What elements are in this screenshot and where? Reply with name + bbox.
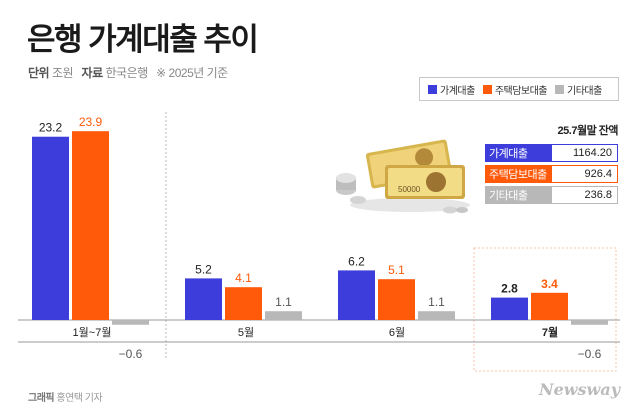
balance-label-mortgage: 주택담보대출: [486, 166, 552, 182]
category-label-2: 6월: [389, 326, 405, 339]
subtitle: 단위 조원 자료 한국은행 ※ 2025년 기준: [28, 64, 228, 81]
category-label-0: 1월~7월: [73, 326, 112, 339]
balance-value-household: 1164.20: [552, 145, 617, 161]
bar-other-2: [418, 311, 455, 320]
balance-label-other: 기타대출: [486, 187, 552, 203]
value-label-household-2: 6.2: [348, 254, 365, 268]
value-label-mortgage-3: 3.4: [541, 277, 558, 291]
value-label-household-0: 23.2: [39, 121, 63, 135]
bar-household-1: [185, 278, 222, 320]
svg-text:50000: 50000: [398, 185, 421, 194]
source: 한국은행: [105, 66, 148, 80]
legend-swatch-household: [428, 84, 437, 94]
highlight-box: [473, 247, 617, 372]
value-label-household-3: 2.8: [501, 282, 518, 296]
bar-mortgage-1: [225, 287, 262, 320]
legend-item-other: 기타대출: [555, 82, 602, 97]
note: ※ 2025년 기준: [156, 66, 228, 80]
bar-other-0: [112, 320, 149, 325]
value-label-other-0: −0.6: [119, 347, 143, 361]
coins-icon: [336, 173, 468, 214]
category-labels: 1월~7월 5월 6월 7월: [73, 325, 559, 339]
credit-name: 홍연택 기자: [56, 393, 103, 404]
legend: 가계대출 주택담보대출 기타대출: [419, 77, 619, 101]
balance-title: 25.7월말 잔액: [557, 125, 619, 137]
balance-value-mortgage: 926.4: [552, 166, 617, 182]
legend-swatch-mortgage: [482, 84, 492, 94]
legend-label-mortgage: 주택담보대출: [494, 85, 548, 97]
balance-row-mortgage: 주택담보대출 926.4: [485, 165, 618, 183]
value-label-household-1: 5.2: [195, 262, 212, 276]
value-label-mortgage-1: 4.1: [235, 271, 252, 285]
bar-household-0: [32, 136, 69, 320]
balance-row-household: 가계대출 1164.20: [485, 144, 618, 162]
bar-mortgage-0: [72, 131, 109, 320]
source-label: 자료: [81, 66, 104, 80]
bar-other-1: [265, 311, 302, 320]
value-label-other-3: −0.6: [578, 347, 602, 361]
unit: 조원: [51, 66, 74, 80]
balance-table: 25.7월말 잔액 가계대출 1164.20 주택담보대출 926.4 기타대출…: [485, 122, 619, 207]
category-label-3: 7월: [542, 325, 558, 339]
legend-swatch-other: [555, 84, 565, 94]
legend-label-other: 기타대출: [567, 85, 602, 97]
money-illustration: 50000: [336, 139, 470, 214]
page-title: 은행 가계대출 추이: [27, 22, 259, 57]
value-label-other-2: 1.1: [428, 295, 445, 309]
value-label-mortgage-2: 5.1: [388, 263, 405, 277]
unit-label: 단위: [28, 66, 50, 80]
bar-other-3: [571, 320, 608, 325]
legend-label-household: 가계대출: [440, 85, 475, 97]
banknote-stack-front-icon: 50000: [385, 165, 465, 199]
legend-item-mortgage: 주택담보대출: [482, 82, 548, 97]
bar-household-2: [338, 270, 375, 320]
bar-mortgage-2: [378, 279, 415, 320]
bar-mortgage-3: [531, 292, 568, 320]
bars: [32, 131, 608, 325]
value-label-other-1: 1.1: [275, 295, 292, 309]
bar-household-3: [491, 297, 528, 320]
balance-label-household: 가계대출: [486, 145, 552, 161]
balance-row-other: 기타대출 236.8: [485, 186, 618, 204]
value-labels: 23.2 23.9 −0.6 5.2 4.1 1.1 6.2 5.1 1.1 2.8 3.4 −0.6: [39, 115, 602, 361]
legend-item-household: 가계대출: [428, 82, 475, 97]
credit-label: 그래픽: [28, 393, 55, 404]
balance-value-other: 236.8: [552, 187, 617, 203]
footer-credit: 그래픽 홍연택 기자: [28, 389, 103, 404]
category-label-1: 5월: [238, 326, 254, 339]
value-label-mortgage-0: 23.9: [79, 115, 103, 129]
brand-logo: Newsway: [538, 380, 620, 399]
